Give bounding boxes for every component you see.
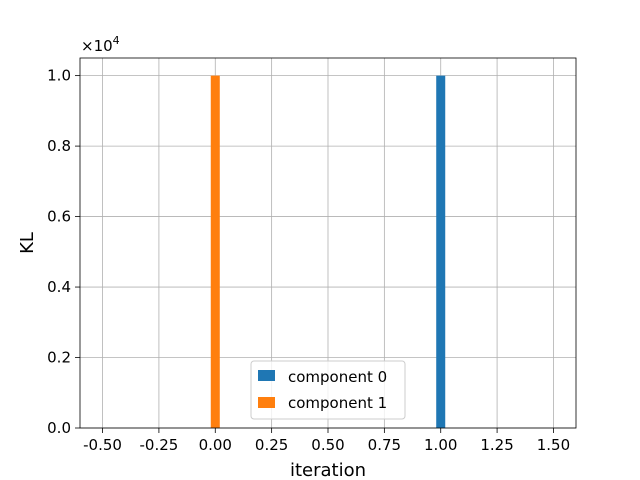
x-axis-ticks: -0.50 -0.25 0.00 0.25 0.50 0.75 1.00 1.25 1.50 xyxy=(83,428,570,454)
x-tick-label: -0.25 xyxy=(140,436,179,454)
legend-label-component-0: component 0 xyxy=(288,368,387,386)
y-scale-offset: ×104 xyxy=(81,34,120,55)
y-tick-label: 1.0 xyxy=(47,67,71,85)
y-tick-label: 0.2 xyxy=(47,349,71,367)
x-tick-label: 0.00 xyxy=(199,436,232,454)
x-axis-label: iteration xyxy=(290,460,366,480)
bar-component-1 xyxy=(210,75,220,428)
legend-swatch-component-0 xyxy=(258,370,275,381)
x-tick-label: -0.50 xyxy=(83,436,122,454)
bar-component-0 xyxy=(436,75,446,428)
bar-marks xyxy=(210,75,446,428)
y-axis-ticks: 0.0 0.2 0.4 0.6 0.8 1.0 xyxy=(47,67,80,437)
x-tick-label: 0.50 xyxy=(311,436,344,454)
x-tick-label: 1.25 xyxy=(480,436,513,454)
legend: component 0 component 1 xyxy=(250,360,406,420)
legend-swatch-component-1 xyxy=(258,397,275,408)
y-axis-label: KL xyxy=(17,232,38,254)
legend-box xyxy=(250,360,406,420)
x-tick-label: 0.25 xyxy=(255,436,288,454)
legend-label-component-1: component 1 xyxy=(288,394,387,412)
x-tick-label: 0.75 xyxy=(368,436,401,454)
x-tick-label: 1.00 xyxy=(424,436,457,454)
x-tick-label: 1.50 xyxy=(537,436,570,454)
y-tick-label: 0.6 xyxy=(47,208,71,226)
y-tick-label: 0.4 xyxy=(47,278,71,296)
y-tick-label: 0.0 xyxy=(47,419,71,437)
y-tick-label: 0.8 xyxy=(47,137,71,155)
